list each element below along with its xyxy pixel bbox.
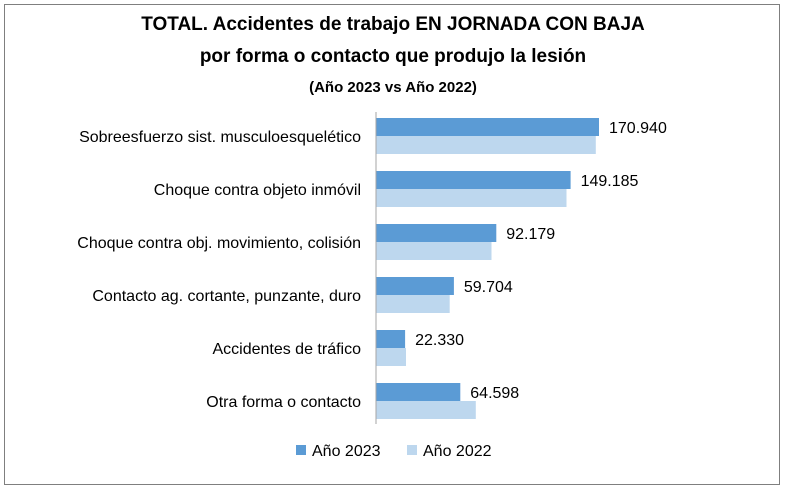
bar-2022 [376,348,406,366]
category-label: Sobreesfuerzo sist. musculoesquelético [79,129,361,146]
bar-2023 [376,224,497,242]
legend-label: Año 2022 [423,443,492,460]
legend-label: Año 2023 [312,443,381,460]
legend-swatch [407,445,417,455]
chart-title-line2: por forma o contacto que produjo la lesi… [199,46,587,67]
bar-2023 [376,277,454,295]
data-label: 170.940 [609,120,667,137]
bar-2022 [376,401,476,419]
data-label: 149.185 [581,173,639,190]
bar-2023 [376,171,571,189]
bar-2023 [376,383,461,401]
bar-2022 [376,295,450,313]
data-label: 22.330 [415,332,464,349]
legend-swatch [296,445,306,455]
category-label: Accidentes de tráfico [212,341,361,358]
bar-2023 [376,330,406,348]
bar-2023 [376,118,599,136]
data-label: 64.598 [470,385,519,402]
category-label: Otra forma o contacto [206,394,361,411]
data-label: 92.179 [506,226,555,243]
bar-2022 [376,242,492,260]
chart-title: TOTAL. Accidentes de trabajo EN JORNADA … [141,14,645,35]
bar-2022 [376,189,567,207]
category-label: Choque contra obj. movimiento, colisión [77,235,361,252]
category-label: Choque contra objeto inmóvil [154,182,361,199]
chart-subtitle: (Año 2023 vs Año 2022) [309,79,477,96]
category-label: Contacto ag. cortante, punzante, duro [92,288,361,305]
bar-2022 [376,136,596,154]
data-label: 59.704 [464,279,513,296]
